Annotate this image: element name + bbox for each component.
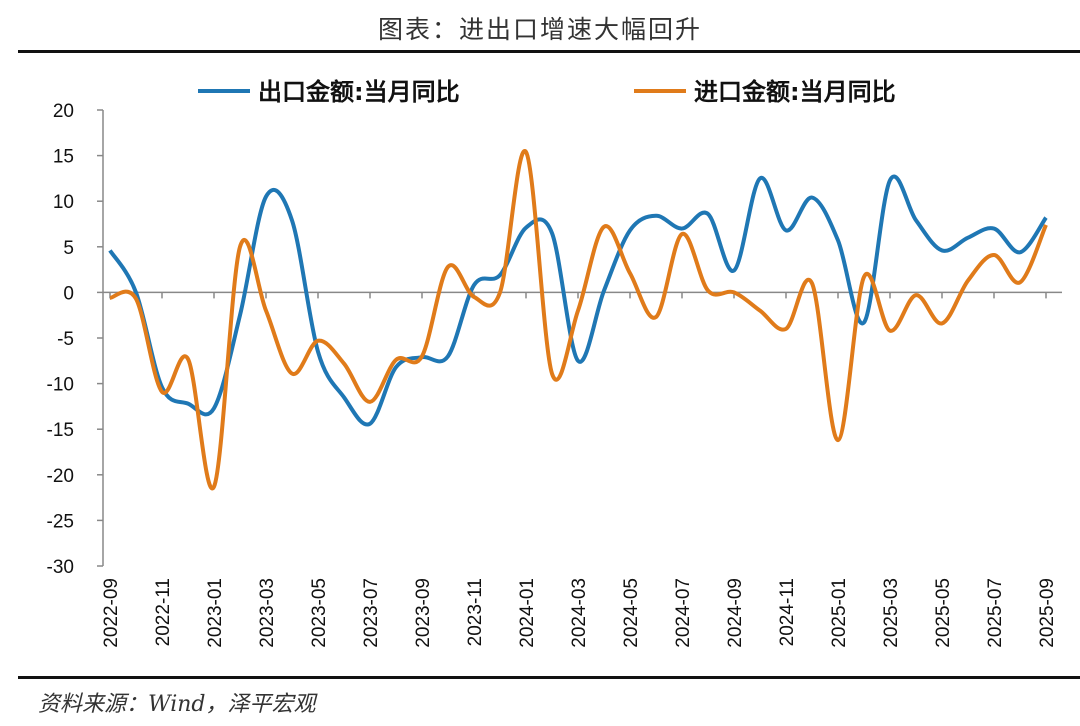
x-tick-label: 2023-11 bbox=[465, 578, 486, 646]
x-tick-label: 2024-09 bbox=[725, 578, 746, 648]
x-tick-label: 2022-09 bbox=[101, 578, 122, 648]
y-tick-label: -25 bbox=[47, 511, 74, 532]
legend-label-imports: 进口金额:当月同比 bbox=[694, 78, 896, 106]
x-tick-label: 2022-11 bbox=[153, 578, 174, 646]
y-tick-label: -5 bbox=[57, 329, 74, 350]
x-tick-label: 2025-07 bbox=[985, 578, 1006, 648]
x-tick-label: 2024-11 bbox=[777, 578, 798, 646]
x-tick-label: 2025-05 bbox=[933, 578, 954, 648]
series-line-exports bbox=[108, 174, 1048, 427]
y-tick-label: 15 bbox=[53, 147, 74, 168]
x-tick-label: 2023-07 bbox=[361, 578, 382, 648]
y-tick-label: 20 bbox=[53, 101, 74, 122]
legend: 出口金额:当月同比 进口金额:当月同比 bbox=[198, 78, 896, 106]
y-tick-label: -20 bbox=[47, 466, 74, 487]
x-tick-label: 2023-03 bbox=[257, 578, 278, 648]
x-tick-label: 2025-03 bbox=[881, 578, 902, 648]
y-tick-label: -15 bbox=[47, 420, 74, 441]
legend-label-exports: 出口金额:当月同比 bbox=[258, 78, 460, 106]
x-tick-label: 2024-03 bbox=[569, 578, 590, 648]
y-tick-label: 5 bbox=[63, 238, 74, 259]
x-tick-label: 2025-09 bbox=[1037, 578, 1058, 648]
y-tick-label: -10 bbox=[47, 375, 74, 396]
x-tick-label: 2023-05 bbox=[309, 578, 330, 648]
x-tick-label: 2025-01 bbox=[829, 578, 850, 648]
source-note: 资料来源：Wind，泽平宏观 bbox=[38, 692, 316, 717]
x-tick-label: 2024-01 bbox=[517, 578, 538, 648]
x-tick-label: 2023-09 bbox=[413, 578, 434, 648]
y-tick-label: 0 bbox=[63, 283, 74, 304]
y-tick-label: -30 bbox=[47, 557, 74, 578]
chart-title: 图表：进出口增速大幅回升 bbox=[377, 15, 702, 44]
top-rule bbox=[18, 50, 1080, 53]
x-tick-label: 2024-05 bbox=[621, 578, 642, 648]
y-tick-label: 10 bbox=[53, 192, 74, 213]
bottom-rule bbox=[18, 676, 1080, 679]
x-tick-label: 2024-07 bbox=[673, 578, 694, 648]
series-line-imports bbox=[109, 149, 1048, 491]
x-tick-label: 2023-01 bbox=[205, 578, 226, 648]
